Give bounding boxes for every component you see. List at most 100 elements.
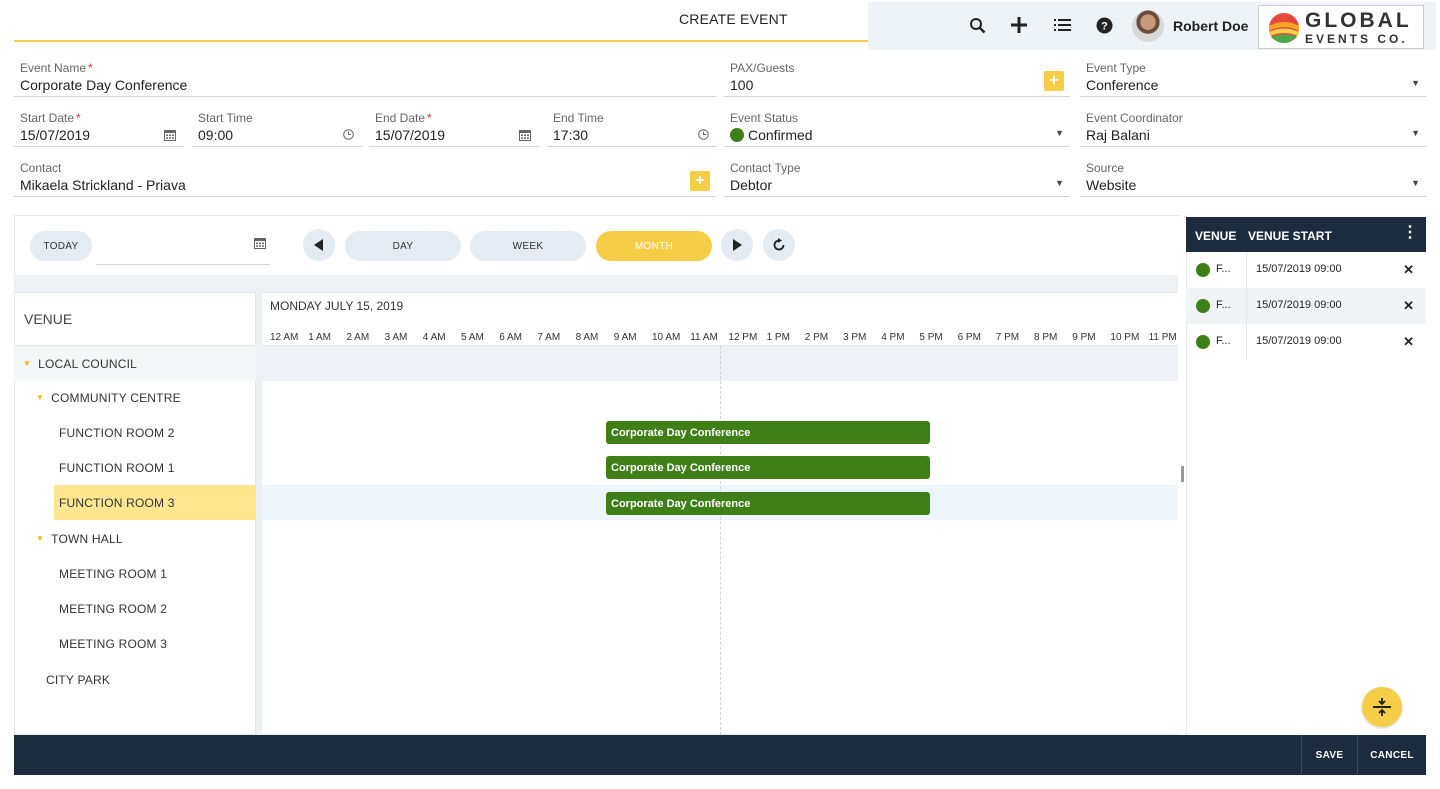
start-time-field[interactable]: Start Time 09:00 — [192, 107, 362, 147]
venue-panel-row[interactable]: F... 15/07/2019 09:00 ✕ — [1186, 324, 1426, 360]
venue-group-community-centre[interactable]: ▼ COMMUNITY CENTRE — [36, 390, 181, 405]
company-logo: GLOBAL EVENTS CO. — [1258, 5, 1424, 49]
view-month-button[interactable]: MONTH — [596, 231, 712, 261]
venue-row-function-room-1[interactable]: FUNCTION ROOM 1 — [59, 460, 175, 475]
arrow-left-icon — [314, 239, 323, 251]
save-button[interactable]: SAVE — [1301, 735, 1357, 775]
chevron-down-icon[interactable]: ▼ — [1411, 128, 1420, 138]
add-contact-button[interactable]: + — [690, 171, 710, 191]
remove-icon[interactable]: ✕ — [1403, 262, 1414, 277]
event-type-select[interactable]: Event Type Conference ▼ — [1080, 57, 1426, 97]
chevron-down-icon[interactable]: ▼ — [1411, 78, 1420, 88]
venue-group-town-hall[interactable]: ▼ TOWN HALL — [36, 531, 123, 546]
add-pax-button[interactable]: + — [1044, 71, 1064, 91]
avatar[interactable] — [1132, 10, 1164, 42]
event-coordinator-label: Event Coordinator — [1086, 111, 1183, 125]
start-date-field[interactable]: Start Date * 15/07/2019 — [14, 107, 184, 147]
end-time-label: End Time — [553, 111, 604, 125]
user-name[interactable]: Robert Doe — [1173, 18, 1249, 34]
venue-row-function-room-2[interactable]: FUNCTION ROOM 2 — [59, 425, 175, 440]
refresh-button[interactable] — [763, 229, 795, 261]
start-time-label: Start Time — [198, 111, 253, 125]
end-time-value[interactable]: 17:30 — [553, 127, 589, 143]
view-week-button[interactable]: WEEK — [470, 231, 586, 261]
venue-row-city-park[interactable]: CITY PARK — [46, 672, 111, 687]
pax-guests-field[interactable]: PAX/Guests 100 + — [724, 57, 1070, 97]
booking-bar[interactable]: Corporate Day Conference — [606, 421, 930, 444]
clock-icon[interactable] — [698, 129, 709, 143]
start-date-value[interactable]: 15/07/2019 — [20, 127, 91, 143]
venue-header-label: VENUE — [24, 311, 73, 327]
caret-down-icon[interactable]: ▼ — [36, 534, 45, 543]
venue-row-meeting-room-1[interactable]: MEETING ROOM 1 — [59, 566, 168, 581]
contact-field[interactable]: Contact Mikaela Strickland - Priava + — [14, 157, 716, 197]
contact-type-value[interactable]: Debtor — [730, 177, 773, 193]
add-icon[interactable] — [1008, 14, 1030, 36]
next-button[interactable] — [721, 229, 753, 261]
venue-row-meeting-room-3[interactable]: MEETING ROOM 3 — [59, 636, 168, 651]
start-date-label: Start Date — [20, 111, 75, 125]
event-coordinator-select[interactable]: Event Coordinator Raj Balani ▼ — [1080, 107, 1426, 147]
venue-row-function-room-3[interactable]: FUNCTION ROOM 3 — [14, 485, 256, 520]
hour-label: 6 AM — [499, 332, 522, 343]
help-icon[interactable]: ? — [1093, 14, 1115, 36]
end-date-value[interactable]: 15/07/2019 — [375, 127, 446, 143]
pax-label: PAX/Guests — [730, 61, 795, 75]
prev-button[interactable] — [303, 229, 335, 261]
event-status-select[interactable]: Event Status Confirmed ▼ — [724, 107, 1070, 147]
search-icon[interactable] — [966, 14, 988, 36]
end-date-field[interactable]: End Date * 15/07/2019 — [369, 107, 539, 147]
chevron-down-icon[interactable]: ▼ — [1055, 178, 1064, 188]
hour-label: 3 AM — [384, 332, 408, 343]
chevron-down-icon[interactable]: ▼ — [1411, 178, 1420, 188]
venue-panel-row[interactable]: F... 15/07/2019 09:00 ✕ — [1186, 252, 1426, 288]
booking-bar[interactable]: Corporate Day Conference — [606, 456, 930, 479]
view-day-button[interactable]: DAY — [345, 231, 461, 261]
top-toolbar: ? Robert Doe GLOBAL EVENTS CO. — [868, 2, 1436, 50]
caret-down-icon[interactable]: ▼ — [23, 359, 32, 368]
clock-icon[interactable] — [343, 129, 354, 143]
venue-panel-row[interactable]: F... 15/07/2019 09:00 ✕ — [1186, 288, 1426, 324]
venue-row-meeting-room-2[interactable]: MEETING ROOM 2 — [59, 601, 168, 616]
chevron-down-icon[interactable]: ▼ — [1055, 128, 1064, 138]
venue-start-column-header[interactable]: VENUE START — [1248, 229, 1332, 243]
event-name-value[interactable]: Corporate Day Conference — [20, 77, 188, 93]
pax-value[interactable]: 100 — [730, 77, 754, 93]
event-type-label: Event Type — [1086, 61, 1146, 75]
end-time-field[interactable]: End Time 17:30 — [547, 107, 717, 147]
caret-down-icon[interactable]: ▼ — [36, 393, 45, 402]
panel-resize-handle[interactable] — [1181, 466, 1184, 482]
hour-label: 11 AM — [690, 332, 718, 343]
venue-panel-header: VENUE NAME VENUE START ⋮ — [1186, 217, 1426, 252]
source-select[interactable]: Source Website ▼ — [1080, 157, 1426, 197]
event-status-value[interactable]: Confirmed — [748, 127, 813, 143]
venue-group-local-council[interactable]: ▼ LOCAL COUNCIL — [14, 346, 256, 381]
today-button[interactable]: TODAY — [30, 231, 92, 261]
source-value[interactable]: Website — [1086, 177, 1137, 193]
logo-text-line1: GLOBAL — [1305, 8, 1412, 32]
remove-icon[interactable]: ✕ — [1403, 298, 1414, 313]
booking-bar[interactable]: Corporate Day Conference — [606, 492, 930, 515]
list-icon[interactable] — [1051, 14, 1073, 36]
remove-icon[interactable]: ✕ — [1403, 334, 1414, 349]
contact-value[interactable]: Mikaela Strickland - Priava — [20, 177, 186, 193]
event-type-value[interactable]: Conference — [1086, 77, 1159, 93]
more-vertical-icon[interactable]: ⋮ — [1402, 224, 1418, 241]
calendar-icon[interactable] — [519, 129, 531, 144]
hour-label: 2 AM — [346, 332, 370, 343]
venue-name-column-header[interactable]: VENUE NAME — [1195, 229, 1239, 243]
collapse-expand-button[interactable] — [1362, 687, 1402, 727]
cancel-button[interactable]: CANCEL — [1357, 735, 1426, 775]
globe-logo-icon — [1269, 13, 1299, 43]
event-coordinator-value[interactable]: Raj Balani — [1086, 127, 1150, 143]
scheduler-date-input[interactable] — [96, 229, 270, 265]
start-time-value[interactable]: 09:00 — [198, 127, 234, 143]
scheduler — [14, 215, 1180, 735]
hour-label: 8 PM — [1034, 332, 1058, 343]
contact-type-select[interactable]: Contact Type Debtor ▼ — [724, 157, 1070, 197]
contact-type-label: Contact Type — [730, 161, 801, 175]
event-name-field[interactable]: Event Name * Corporate Day Conference — [14, 57, 716, 97]
splitter[interactable] — [256, 292, 262, 735]
calendar-icon[interactable] — [254, 236, 266, 254]
calendar-icon[interactable] — [164, 129, 176, 144]
